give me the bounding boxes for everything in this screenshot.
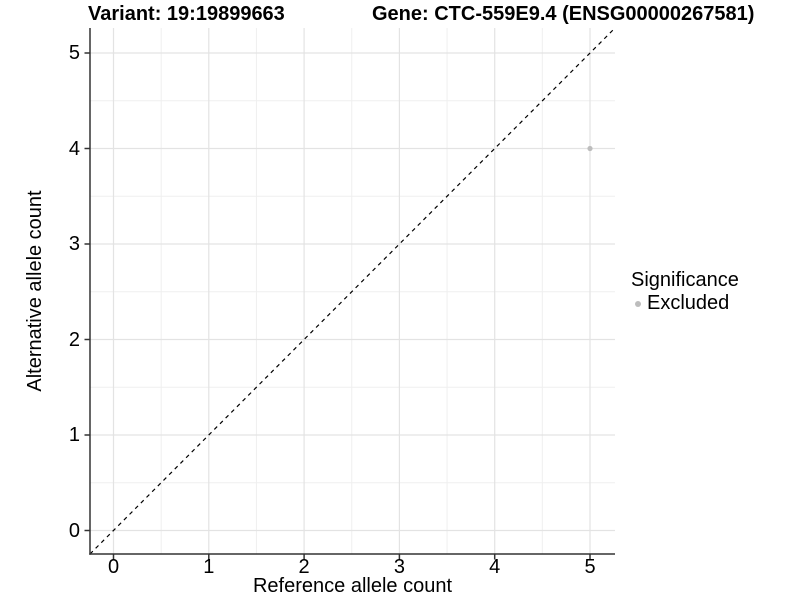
y-tick-label: 1 — [68, 424, 80, 446]
plot-title-gene: Gene: CTC-559E9.4 (ENSG00000267581) — [372, 3, 755, 25]
x-tick-label: 4 — [489, 556, 501, 578]
legend-items: Excluded — [631, 292, 739, 315]
legend-item-label: Excluded — [647, 292, 730, 314]
y-tick-label: 0 — [68, 519, 80, 542]
y-tick-label: 2 — [68, 328, 80, 351]
x-tick-label: 5 — [584, 556, 596, 578]
y-tick-label: 3 — [68, 233, 80, 255]
identity-dashed-line — [89, 27, 616, 555]
y-tick-label: 4 — [68, 137, 80, 160]
y-tick-label: 5 — [68, 42, 80, 64]
legend: Significance Excluded — [631, 269, 739, 315]
legend-item: Excluded — [635, 292, 739, 315]
y-axis-title: Alternative allele count — [24, 190, 46, 392]
legend-title: Significance — [631, 269, 739, 291]
x-tick-label: 2 — [298, 556, 310, 578]
x-tick-label: 3 — [393, 556, 405, 578]
x-tick-label: 1 — [203, 556, 215, 578]
x-tick-label: 0 — [107, 556, 120, 578]
plot-title-variant: Variant: 19:19899663 — [88, 3, 285, 25]
x-axis-title: Reference allele count — [252, 575, 452, 597]
data-point — [587, 145, 593, 152]
legend-key-dot-icon — [635, 300, 641, 307]
